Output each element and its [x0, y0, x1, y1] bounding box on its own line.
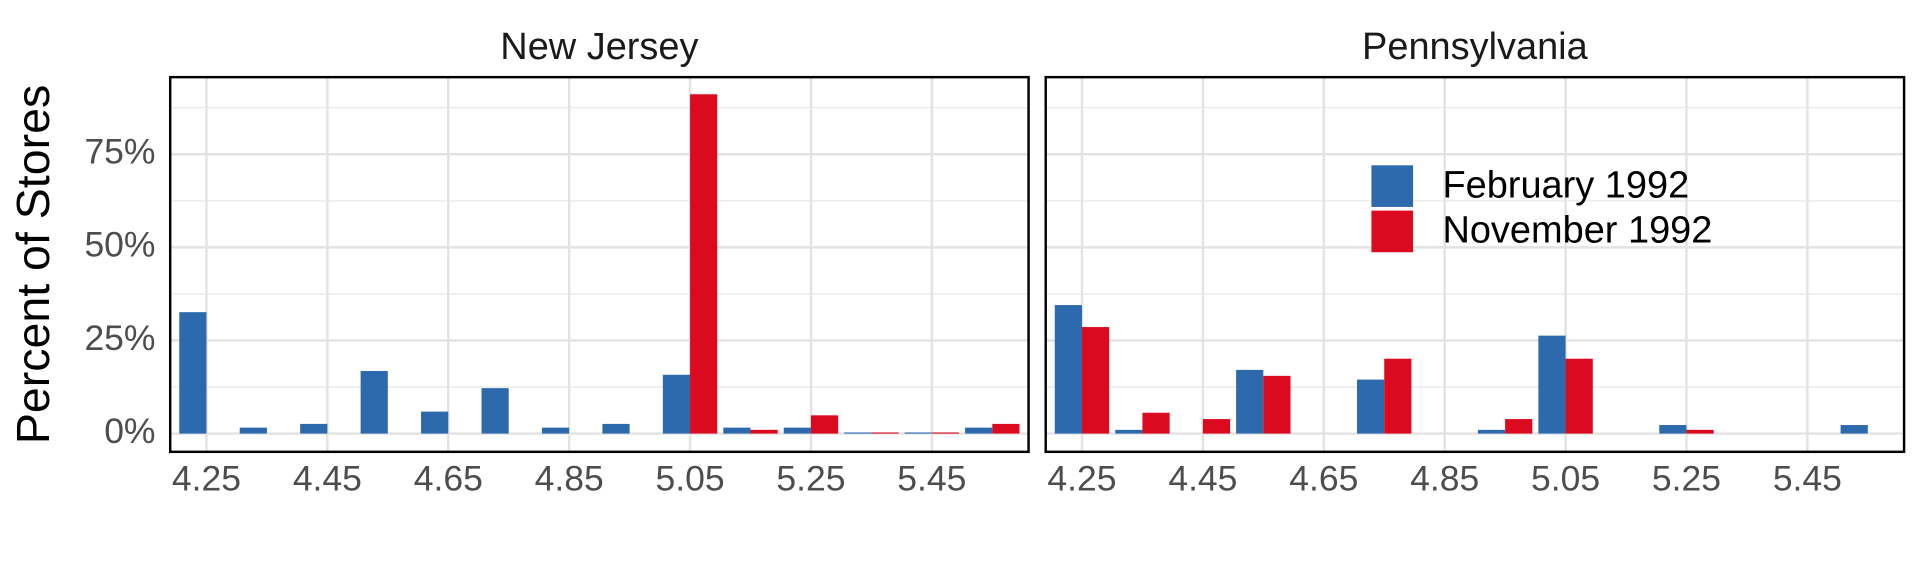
- bar: [1081, 327, 1110, 434]
- bar: [992, 423, 1020, 434]
- bar: [541, 427, 570, 434]
- x-tick-label: 5.25: [776, 459, 845, 499]
- bar: [1505, 419, 1533, 434]
- bar: [750, 429, 778, 434]
- bar: [844, 432, 872, 434]
- legend-label: February 1992: [1442, 164, 1689, 206]
- bar: [1384, 358, 1412, 434]
- bar: [871, 432, 899, 434]
- bar: [810, 415, 839, 434]
- bar: [931, 432, 960, 434]
- bar: [1477, 429, 1506, 434]
- x-tick-label: 5.25: [1652, 459, 1721, 499]
- bar: [421, 411, 449, 434]
- bar: [1236, 369, 1264, 434]
- x-tick-label: 4.85: [535, 459, 604, 499]
- bar: [1686, 429, 1714, 434]
- panel-border: [1044, 75, 1906, 454]
- bar: [1263, 375, 1291, 434]
- legend-swatch: [1371, 210, 1414, 253]
- panel-title: Pennsylvania: [1362, 26, 1589, 68]
- x-tick-label: 4.25: [1047, 459, 1116, 499]
- bar: [602, 423, 630, 434]
- x-tick-label: 4.25: [172, 459, 241, 499]
- bar: [723, 427, 751, 434]
- bar: [1202, 419, 1231, 434]
- x-tick-label: 4.85: [1410, 459, 1479, 499]
- bar: [965, 427, 993, 434]
- legend-label: November 1992: [1442, 210, 1712, 252]
- bar: [239, 427, 267, 434]
- bar: [1840, 425, 1868, 434]
- panel-title: New Jersey: [500, 26, 698, 68]
- x-tick-label: 5.05: [656, 459, 725, 499]
- x-tick-label: 5.05: [1531, 459, 1600, 499]
- y-tick-label: 0%: [104, 411, 155, 451]
- bar: [904, 432, 932, 434]
- panel-border: [168, 75, 1030, 454]
- bar: [1054, 305, 1082, 434]
- bar: [481, 388, 509, 434]
- x-tick-label: 4.45: [293, 459, 362, 499]
- bar: [179, 312, 207, 434]
- bar: [1357, 379, 1385, 434]
- y-tick-label: 50%: [84, 225, 155, 265]
- bar: [783, 427, 811, 434]
- bar: [300, 423, 328, 434]
- y-tick-label: 75%: [84, 132, 155, 172]
- bar: [360, 371, 388, 434]
- bar: [662, 374, 691, 434]
- x-tick-label: 4.45: [1168, 459, 1237, 499]
- bar: [1115, 429, 1143, 434]
- y-axis-label: Percent of Stores: [7, 85, 59, 444]
- bar: [690, 94, 718, 434]
- legend-swatch: [1371, 165, 1414, 207]
- x-tick-label: 4.65: [414, 459, 483, 499]
- bar: [1142, 412, 1170, 434]
- bar: [1659, 425, 1687, 434]
- x-tick-label: 5.45: [897, 459, 966, 499]
- x-tick-label: 4.65: [1289, 459, 1358, 499]
- bar: [1565, 358, 1593, 434]
- bar: [1538, 335, 1566, 434]
- y-tick-label: 25%: [84, 318, 155, 358]
- x-tick-label: 5.45: [1773, 459, 1842, 499]
